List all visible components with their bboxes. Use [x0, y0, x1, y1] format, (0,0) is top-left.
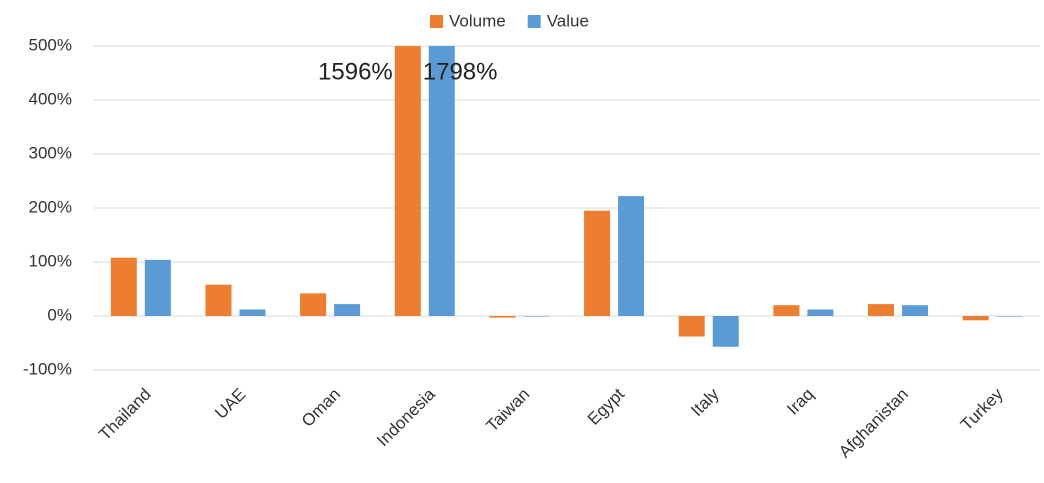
bar [868, 304, 895, 316]
bar [618, 196, 645, 316]
bar [523, 316, 550, 317]
x-tick-label: Italy [687, 384, 723, 420]
value-label: 1798% [423, 58, 498, 85]
bar [996, 316, 1023, 317]
x-tick-label: Taiwan [483, 385, 534, 436]
x-tick-label: Oman [298, 385, 344, 431]
y-tick-label: 500% [29, 35, 72, 54]
bar [773, 305, 800, 316]
x-tick-label: Turkey [957, 384, 1007, 434]
y-tick-label: 200% [29, 197, 72, 216]
value-label: 1596% [318, 58, 393, 85]
legend-swatch [430, 15, 443, 28]
legend-label: Volume [449, 11, 506, 30]
bar [239, 309, 266, 316]
y-tick-label: -100% [23, 359, 72, 378]
bars [110, 46, 1023, 347]
y-tick-label: 100% [29, 251, 72, 270]
bar [334, 304, 361, 316]
y-tick-label: 300% [29, 143, 72, 162]
x-tick-label: Iraq [783, 385, 817, 419]
bar [489, 316, 516, 318]
bar [807, 309, 834, 316]
x-tick-label: Indonesia [373, 384, 439, 450]
bar [712, 316, 739, 347]
bar [110, 257, 137, 316]
bar [394, 46, 421, 316]
legend-label: Value [547, 11, 589, 30]
bar [678, 316, 705, 337]
bar [428, 46, 455, 316]
y-tick-label: 400% [29, 89, 72, 108]
bar [144, 259, 171, 316]
bar [902, 305, 929, 316]
x-tick-label: Thailand [95, 385, 155, 445]
legend-swatch [527, 15, 541, 28]
x-tick-label: UAE [211, 385, 249, 423]
y-tick-label: 0% [47, 305, 72, 324]
bar [962, 316, 989, 321]
bar [300, 293, 327, 316]
x-tick-label: Egypt [584, 384, 628, 428]
x-tick-label: Afghanistan [835, 385, 912, 462]
bar [205, 284, 232, 316]
bar [584, 210, 611, 316]
